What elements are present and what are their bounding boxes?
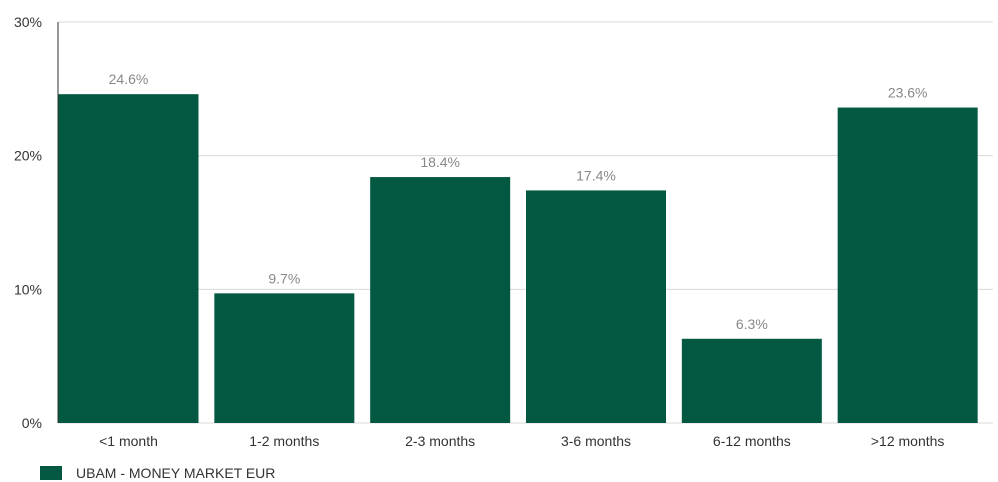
gridlines [58,21,993,424]
legend: UBAM - MONEY MARKET EUR [40,464,275,482]
bar [837,107,978,424]
y-axis-ticks: 0% 10% 20% 30% [14,14,42,431]
y-tick-label: 0% [22,415,42,431]
y-tick-label: 20% [14,148,42,164]
bar-data-label: 18.4% [420,154,460,170]
bar-data-label: 9.7% [268,270,300,286]
bar-data-label: 24.6% [109,71,149,87]
x-tick-label: 1-2 months [249,433,319,449]
bar [370,177,511,423]
y-tick-label: 10% [14,281,42,297]
bar-data-label: 17.4% [576,167,616,183]
bar [214,293,355,423]
x-axis-labels: <1 month 1-2 months 2-3 months 3-6 months 6-… [99,433,944,449]
x-tick-label: 2-3 months [405,433,475,449]
x-tick-label: 6-12 months [713,433,791,449]
legend-label: UBAM - MONEY MARKET EUR [76,465,276,481]
y-tick-label: 30% [14,14,42,30]
bar [58,94,199,424]
bar [526,190,666,423]
x-tick-label: 3-6 months [561,433,631,449]
bar-chart: 0% 10% 20% 30% 24.6% 9.7% 18.4% 17.4% 6.3% 23.6%… [14,14,993,449]
legend-swatch [40,466,62,480]
bar [681,338,822,423]
bar-data-label: 23.6% [888,85,928,101]
data-labels: 24.6% 9.7% 18.4% 17.4% 6.3% 23.6% [109,71,928,332]
bar-data-label: 6.3% [736,316,768,332]
bars [58,94,978,424]
x-tick-label: >12 months [871,433,945,449]
x-tick-label: <1 month [99,433,158,449]
